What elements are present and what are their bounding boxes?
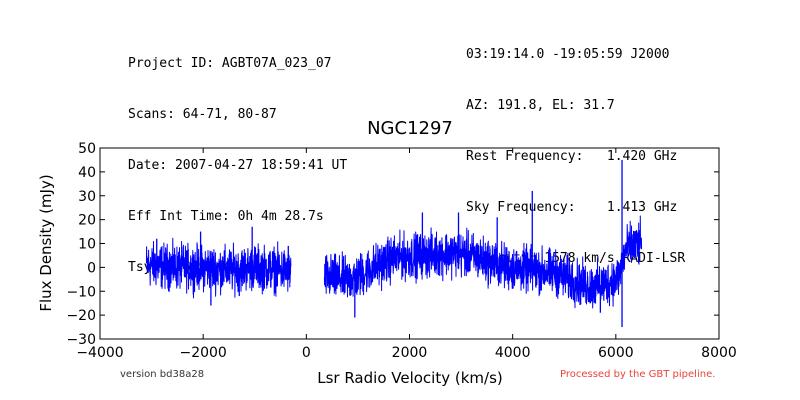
spectrum-line-segment bbox=[145, 237, 292, 299]
version-label: version bd38a28 bbox=[120, 369, 205, 380]
y-axis-label: Flux Density (mJy) bbox=[37, 174, 55, 311]
x-tick-label: 0 bbox=[302, 345, 311, 361]
plot-frame bbox=[99, 147, 720, 340]
x-tick-label: −2000 bbox=[179, 345, 226, 361]
y-tick-label: −20 bbox=[66, 308, 96, 324]
y-tick-label: 40 bbox=[78, 165, 96, 181]
y-tick-label: −30 bbox=[66, 332, 96, 348]
y-tick-label: 30 bbox=[78, 189, 96, 205]
y-tick-label: 50 bbox=[78, 141, 96, 157]
rest-frequency-text: Rest Frequency: 1.420 GHz bbox=[466, 149, 678, 164]
pipeline-label: Processed by the GBT pipeline. bbox=[560, 369, 716, 380]
y-tick-label: 10 bbox=[78, 237, 96, 253]
x-tick-label: 8000 bbox=[701, 345, 737, 361]
project-id-text: Project ID: AGBT07A_023_07 bbox=[128, 56, 332, 71]
y-tick-label: 20 bbox=[78, 213, 96, 229]
header-right: 03:19:14.0 -19:05:59 J2000 AZ: 191.8, EL… bbox=[466, 12, 685, 284]
spectrum-series bbox=[145, 159, 643, 328]
x-tick-label: 6000 bbox=[598, 345, 634, 361]
az-el-text: AZ: 191.8, EL: 31.7 bbox=[466, 98, 615, 113]
y-tick-label: 0 bbox=[87, 260, 96, 276]
x-tick-label: −4000 bbox=[76, 345, 123, 361]
x-tick-label: 4000 bbox=[495, 345, 531, 361]
y-tick-label: −10 bbox=[66, 284, 96, 300]
x-tick-label: 2000 bbox=[392, 345, 428, 361]
date-text: Date: 2007-04-27 18:59:41 UT bbox=[128, 158, 348, 173]
int-time-text: Eff Int Time: 0h 4m 28.7s bbox=[128, 209, 324, 224]
axes: −4000 −2000 0 2000 4000 6000 8000 −30 −20 −10 0 10 2… bbox=[66, 141, 736, 361]
spectrum-line-segment bbox=[323, 215, 643, 309]
sky-frequency-text: Sky Frequency: 1.413 GHz bbox=[466, 200, 678, 215]
x-axis-label: Lsr Radio Velocity (km/s) bbox=[317, 369, 503, 387]
chart-title: NGC1297 bbox=[367, 118, 453, 139]
scans-text: Scans: 64-71, 80-87 bbox=[128, 107, 277, 122]
coordinates-text: 03:19:14.0 -19:05:59 J2000 bbox=[466, 47, 670, 62]
